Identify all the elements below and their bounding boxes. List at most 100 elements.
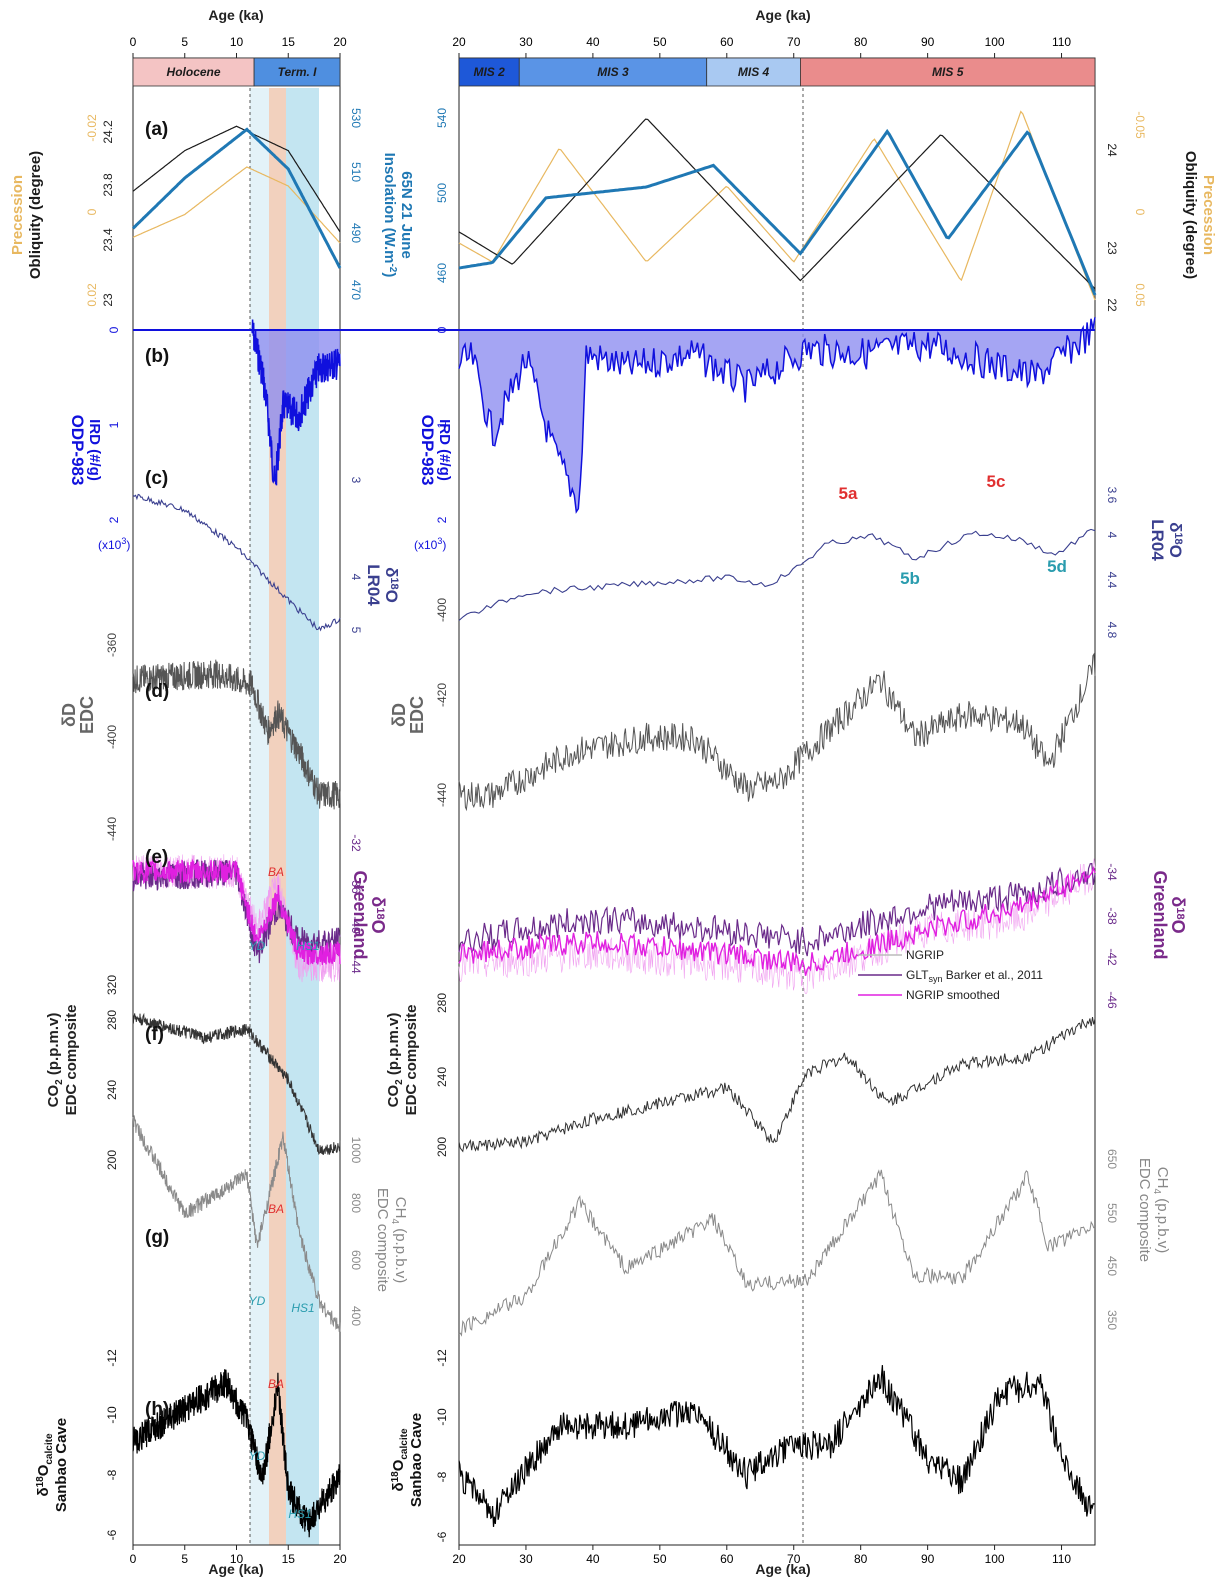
band-label-right-0: MIS 2 xyxy=(473,65,505,79)
band-label-right-2: MIS 4 xyxy=(738,65,770,79)
lr04-ylabel-right-1: δ18O xyxy=(1166,522,1185,558)
greenland-tick-left: -32 xyxy=(349,834,363,852)
co2-tick-left: 320 xyxy=(105,975,119,995)
band-left-0 xyxy=(132,57,255,87)
bottom-tick-label-left: 15 xyxy=(282,1552,296,1566)
sanbao-tick-right: -10 xyxy=(435,1408,449,1426)
bottom-tick-label-left: 5 xyxy=(181,1552,188,1566)
hs1-label-g: HS1 xyxy=(291,1301,314,1315)
precession-tick-left: 0.02 xyxy=(85,283,99,307)
bottom-tick-label-right: 80 xyxy=(854,1552,868,1566)
obliquity-ylabel-left: Obliquity (degree) xyxy=(27,151,44,279)
obliquity-tick-right: 23 xyxy=(1105,241,1119,255)
sanbao-ylabel-right-2: Sanbao Cave xyxy=(408,1413,425,1507)
ird-ylabel-right-1: IRD (#/g) xyxy=(436,419,453,481)
legend-ngrip-smoothed: NGRIP smoothed xyxy=(906,988,1000,1002)
substage-5d: 5d xyxy=(1047,557,1067,576)
insolation-tick: 510 xyxy=(349,162,363,182)
band-label-left-0: Holocene xyxy=(167,65,221,79)
top-tick-label-right: 40 xyxy=(586,35,600,49)
yd-label-e: YD xyxy=(249,939,266,953)
lr04-tick-right: 3.6 xyxy=(1105,487,1119,504)
dD-tick-left: -440 xyxy=(105,817,119,841)
co2-tick-left: 280 xyxy=(105,1010,119,1030)
yd-label-h: YD xyxy=(249,1449,266,1463)
dD-tick-right: -420 xyxy=(435,683,449,707)
precession-tick-left: -0.02 xyxy=(85,114,99,142)
bottom-tick-label-right: 30 xyxy=(519,1552,533,1566)
precession-tick-right: -0.05 xyxy=(1133,111,1147,139)
greenland-tick-left: -44 xyxy=(349,956,363,974)
greenland-tick-right: -34 xyxy=(1105,863,1119,881)
greenland-ylabel-right-1: δ18O xyxy=(1168,896,1188,933)
ba-label-g: BA xyxy=(268,1202,284,1216)
dD-tick-right: -400 xyxy=(435,598,449,622)
yd-label-g: YD xyxy=(249,1294,266,1308)
left-top-axis-title: Age (ka) xyxy=(208,7,263,23)
greenland-tick-right: -46 xyxy=(1105,991,1119,1009)
sanbao-ylabel-right-1: δ18Ocalcite xyxy=(390,1428,410,1491)
co2-tick-right: 200 xyxy=(435,1137,449,1157)
ird-scale-left: (x103) xyxy=(98,536,130,552)
ch4-tick-left: 800 xyxy=(349,1193,363,1213)
lr04-ylabel-left-1: δ18O xyxy=(382,567,401,603)
panel-label-g: (g) xyxy=(145,1227,169,1248)
top-tick-label-right: 30 xyxy=(519,35,533,49)
ird-tick-right: 0 xyxy=(435,326,449,333)
top-tick-label-right: 50 xyxy=(653,35,667,49)
greenland-ylabel-left-2: Greenland xyxy=(350,870,370,959)
lr04-line-0 xyxy=(132,493,341,632)
lr04-tick-left: 5 xyxy=(349,627,363,634)
band-label-left-1: Term. I xyxy=(278,65,318,79)
co2-ylabel-right-1: CO2 (p.p.m.v) xyxy=(385,1013,405,1108)
sanbao-line-1 xyxy=(458,1365,1096,1527)
right-top-axis-title: Age (ka) xyxy=(755,7,810,23)
insolation-line-0 xyxy=(131,127,342,269)
co2-ylabel-left-2: EDC composite xyxy=(63,1005,80,1116)
top-tick-label-right: 110 xyxy=(1052,35,1071,49)
bottom-tick-label-right: 40 xyxy=(586,1552,600,1566)
termination-shading xyxy=(249,88,319,1545)
y-axis-titles: Precession Obliquity (degree) Insolation… xyxy=(9,151,1217,1512)
hs1-shading xyxy=(286,88,319,1545)
ch4-tick-right: 450 xyxy=(1105,1256,1119,1276)
lr04-tick-left: 3 xyxy=(349,477,363,484)
ba-shading xyxy=(269,88,286,1545)
substage-5c: 5c xyxy=(987,472,1006,491)
ch4-tick-left: 600 xyxy=(349,1250,363,1270)
ird-ylabel-right-2: ODP-983 xyxy=(418,415,437,486)
bottom-tick-label-left: 0 xyxy=(130,1552,137,1566)
precession-ylabel-left: Precession xyxy=(9,175,26,255)
top-tick-label-left: 5 xyxy=(181,35,188,49)
sanbao-tick-right: -6 xyxy=(435,1531,449,1542)
edc-dD-line-1 xyxy=(458,652,1096,812)
lr04-line-1 xyxy=(458,528,1096,621)
ch4-ylabel-right-1: CH4 (p.p.b.v) xyxy=(1151,1167,1171,1253)
ba-label-e: BA xyxy=(268,865,284,879)
top-tick-label-left: 20 xyxy=(333,35,347,49)
obliquity-tick-left: 23 xyxy=(101,293,115,307)
top-tick-label-right: 80 xyxy=(854,35,868,49)
sanbao-tick-left: -6 xyxy=(105,1529,119,1540)
sanbao-tick-left: -12 xyxy=(105,1349,119,1367)
data-series xyxy=(131,110,1097,1538)
band-left-1 xyxy=(253,57,341,87)
dD-ylabel-right-1: δD xyxy=(389,703,409,727)
sanbao-ylabel-left-2: Sanbao Cave xyxy=(53,1418,70,1512)
sanbao-tick-left: -10 xyxy=(105,1406,119,1424)
co2-ylabel-right-2: EDC composite xyxy=(403,1005,420,1116)
sanbao-line-0 xyxy=(132,1369,341,1538)
legend-glt: GLTsyn Barker et al., 2011 xyxy=(906,968,1043,984)
top-tick-label-right: 70 xyxy=(787,35,801,49)
ird-line-0 xyxy=(251,319,341,486)
ba-label-h: BA xyxy=(268,1377,284,1391)
lr04-ylabel-left-2: LR04 xyxy=(364,564,383,606)
top-tick-label-right: 60 xyxy=(720,35,734,49)
panel-label-f: (f) xyxy=(145,1024,164,1045)
obliquity-tick-left: 23.8 xyxy=(101,173,115,197)
insolation-tick-right: 540 xyxy=(435,108,449,128)
co2-tick-right: 280 xyxy=(435,993,449,1013)
ch4-line-1 xyxy=(458,1169,1096,1337)
ird-area-1 xyxy=(459,317,1095,512)
